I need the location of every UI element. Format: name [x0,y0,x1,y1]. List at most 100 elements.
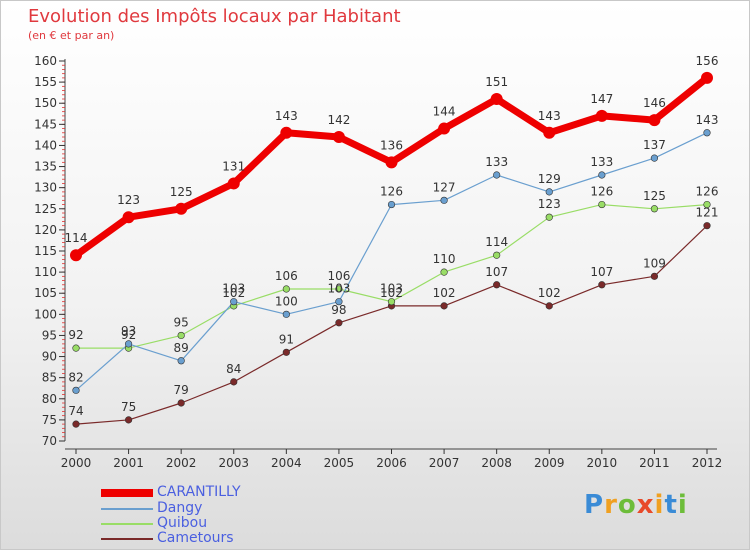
data-label-carantilly: 125 [170,185,193,199]
y-tick-label: 130 [34,181,57,195]
data-label-quibou: 103 [380,282,403,296]
data-labels: 114 123 125 131 143 142 136 144 151 143 147 146 156 8… [65,54,719,418]
x-tick-label: 2010 [587,456,618,470]
data-label-cametours: 121 [696,206,719,220]
data-label-cametours: 102 [433,286,456,300]
data-label-carantilly: 156 [696,54,719,68]
data-point-dangy [230,298,238,306]
data-label-dangy: 127 [433,180,456,194]
y-tick-label: 155 [34,75,57,89]
data-label-carantilly: 131 [222,159,245,173]
data-point-dangy [598,171,606,179]
data-point-dangy [387,200,396,209]
y-tick-label: 115 [34,244,57,258]
data-point-carantilly [385,156,398,169]
y-tick-label: 85 [42,371,57,385]
x-tick-label: 2006 [376,456,407,470]
data-label-dangy: 103 [327,282,350,296]
data-label-carantilly: 144 [433,105,456,119]
x-tick-label: 2002 [166,456,197,470]
series-line-cametours [75,225,708,425]
data-point-carantilly [543,126,556,139]
data-label-carantilly: 136 [380,138,403,152]
data-point-carantilly [648,114,661,127]
data-label-dangy: 89 [174,341,189,355]
data-point-quibou [650,205,659,213]
proxiti-logo: Proxiti [584,490,688,520]
y-tick-label: 135 [34,160,57,174]
data-label-carantilly: 147 [590,92,613,106]
data-label-carantilly: 114 [65,231,88,245]
y-tick-label: 70 [42,434,57,448]
data-label-dangy: 143 [696,113,719,127]
x-tick-label: 2009 [534,456,565,470]
data-point-quibou [545,213,553,221]
data-label-cametours: 102 [538,286,561,300]
data-point-cametours [230,378,238,386]
legend-swatch-quibou [101,522,153,525]
data-point-cametours [177,399,185,407]
y-tick-label: 145 [34,117,57,131]
data-label-cametours: 75 [121,400,136,414]
legend-item-carantilly: CARANTILLY [101,485,241,500]
data-label-quibou: 95 [174,315,189,329]
data-label-dangy: 129 [538,172,561,186]
data-label-dangy: 133 [485,155,508,169]
data-point-quibou [72,344,80,352]
data-point-dangy [335,298,343,306]
legend-label-dangy: Dangy [157,500,203,516]
data-point-dangy [703,129,711,137]
data-point-carantilly [701,71,713,84]
legend-item-cametours: Cametours [101,531,234,546]
x-tick-label: 2005 [324,456,355,470]
y-tick-label: 125 [34,202,57,216]
x-tick-label: 2012 [692,456,723,470]
data-label-quibou: 110 [433,252,456,266]
data-label-quibou: 92 [121,328,136,342]
data-point-carantilly [280,126,293,139]
x-tick-label: 2007 [429,456,460,470]
data-point-carantilly [175,202,188,215]
data-point-carantilly [227,177,240,190]
data-point-quibou [387,298,396,306]
x-tick-label: 2001 [113,456,144,470]
series-points [70,71,713,428]
data-label-cametours: 98 [331,303,346,317]
data-point-quibou [440,268,448,276]
data-point-dangy [282,310,290,318]
data-point-quibou [177,331,185,340]
data-point-quibou [282,285,290,293]
x-tick-label: 2008 [481,456,512,470]
data-label-carantilly: 143 [538,109,561,123]
legend-swatch-dangy [101,507,153,510]
data-label-cametours: 102 [380,286,403,300]
data-label-dangy: 133 [590,155,613,169]
legend-label-cametours: Cametours [157,530,234,546]
data-label-quibou: 106 [327,269,350,283]
data-point-cametours [440,302,448,310]
legend-item-quibou: Quibou [101,516,207,531]
data-point-cametours [545,302,553,310]
data-point-dangy [177,357,185,365]
legend-swatch-cametours [101,537,153,540]
data-point-dangy [124,340,133,348]
data-point-dangy [72,386,80,394]
data-point-dangy [650,154,659,162]
data-point-quibou [703,200,711,209]
data-label-carantilly: 151 [485,75,508,89]
data-point-dangy [440,196,448,204]
y-tick-label: 75 [42,413,57,427]
data-label-dangy: 126 [380,185,403,199]
data-label-carantilly: 142 [327,113,350,127]
legend-item-dangy: Dangy [101,501,202,516]
data-label-quibou: 126 [590,185,613,199]
data-point-carantilly [70,249,82,262]
data-label-quibou: 106 [275,269,298,283]
data-point-quibou [598,200,606,209]
data-label-dangy: 82 [68,370,83,384]
series-line-dangy [75,132,708,391]
data-label-dangy: 93 [121,324,136,338]
data-point-quibou [493,251,501,259]
